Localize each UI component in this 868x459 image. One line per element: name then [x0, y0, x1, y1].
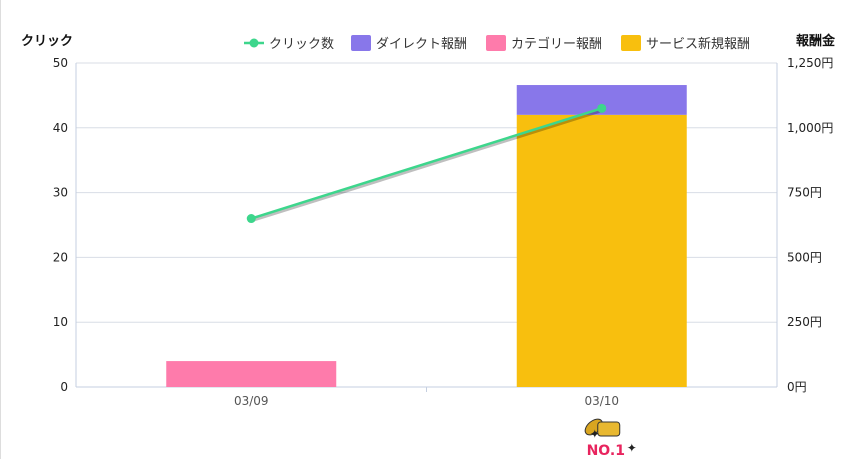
right-tick-label: 1,250円 [787, 56, 833, 70]
badge-text: NO.1 [587, 443, 625, 459]
right-axis-title: 報酬金 [796, 33, 836, 49]
gold-coins-icon [597, 421, 621, 437]
left-tick-label: 10 [53, 315, 68, 329]
legend-label: ダイレクト報酬 [376, 37, 467, 52]
x-tick-label: 03/09 [234, 394, 269, 408]
left-tick-label: 0 [60, 380, 68, 394]
legend-swatch [351, 35, 371, 51]
right-tick-label: 0円 [787, 380, 807, 394]
legend-swatch [486, 35, 506, 51]
bar-2-0309 [166, 361, 337, 387]
sparkle-icon: ✦ [627, 441, 637, 455]
right-tick-label: 250円 [787, 315, 822, 329]
left-tick-label: 20 [53, 250, 68, 264]
legend-swatch [621, 35, 641, 51]
legend-point-swatch [249, 38, 259, 48]
legend-label: サービス新規報酬 [646, 36, 750, 52]
right-tick-label: 750円 [787, 186, 822, 200]
legend-label: カテゴリー報酬 [511, 36, 602, 52]
click-point [246, 214, 256, 224]
click-point [597, 103, 607, 113]
x-tick-label: 03/10 [584, 394, 619, 408]
bar-3-0310 [516, 114, 687, 387]
left-tick-label: 30 [53, 186, 68, 200]
left-tick-label: 50 [53, 56, 68, 70]
legend-label: クリック数 [269, 37, 334, 52]
line-shadow [251, 108, 604, 222]
right-tick-label: 500円 [787, 250, 822, 264]
right-tick-label: 1,000円 [787, 121, 833, 135]
click-line [250, 107, 603, 220]
left-tick-label: 40 [53, 121, 68, 135]
left-axis-title: クリック [21, 34, 73, 49]
sparkle-icon: ✦ [590, 427, 600, 441]
